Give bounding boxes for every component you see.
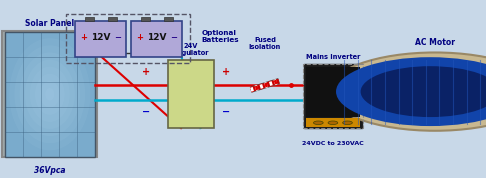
Circle shape (328, 53, 486, 131)
Text: 24V
Regulator: 24V Regulator (173, 43, 209, 56)
Text: Fused
Isolation: Fused Isolation (249, 37, 281, 50)
Ellipse shape (9, 38, 90, 150)
Text: +: + (222, 67, 230, 77)
Bar (5, 32, 95, 157)
Circle shape (313, 121, 323, 125)
Ellipse shape (25, 60, 75, 129)
Bar (85, 17, 94, 21)
Bar (75, 21, 126, 57)
Text: 36Vpca: 36Vpca (34, 166, 66, 175)
Text: AC Motor: AC Motor (415, 38, 455, 47)
Text: +: + (142, 67, 150, 77)
Bar (164, 17, 173, 21)
Text: 12V: 12V (91, 33, 111, 42)
Text: Mains Inverter: Mains Inverter (306, 54, 360, 60)
Circle shape (328, 121, 338, 125)
Text: +: + (136, 33, 143, 42)
Bar (168, 61, 214, 128)
Bar (108, 17, 117, 21)
Text: 24VDC to 230VAC: 24VDC to 230VAC (302, 141, 364, 146)
Text: Optional
Batteries: Optional Batteries (202, 30, 239, 43)
Bar (66, 14, 190, 63)
Ellipse shape (40, 81, 59, 108)
Text: −: − (171, 33, 177, 42)
Bar (306, 67, 360, 117)
Ellipse shape (30, 67, 69, 122)
Bar (141, 17, 150, 21)
Text: −: − (222, 107, 230, 117)
Ellipse shape (35, 74, 65, 115)
Bar (5, 32, 95, 157)
Circle shape (361, 66, 486, 117)
Circle shape (336, 57, 486, 126)
Ellipse shape (45, 88, 54, 101)
Circle shape (343, 121, 352, 125)
Bar (304, 64, 362, 128)
Text: −: − (142, 107, 150, 117)
Bar (303, 64, 363, 129)
Text: 12V: 12V (147, 33, 167, 42)
Ellipse shape (19, 53, 80, 136)
Bar (2, 31, 97, 158)
Text: −: − (115, 33, 122, 42)
Text: +: + (80, 33, 87, 42)
Ellipse shape (15, 45, 85, 143)
Text: Solar Panel: Solar Panel (25, 19, 74, 28)
Bar (306, 118, 360, 127)
Bar (131, 21, 182, 57)
